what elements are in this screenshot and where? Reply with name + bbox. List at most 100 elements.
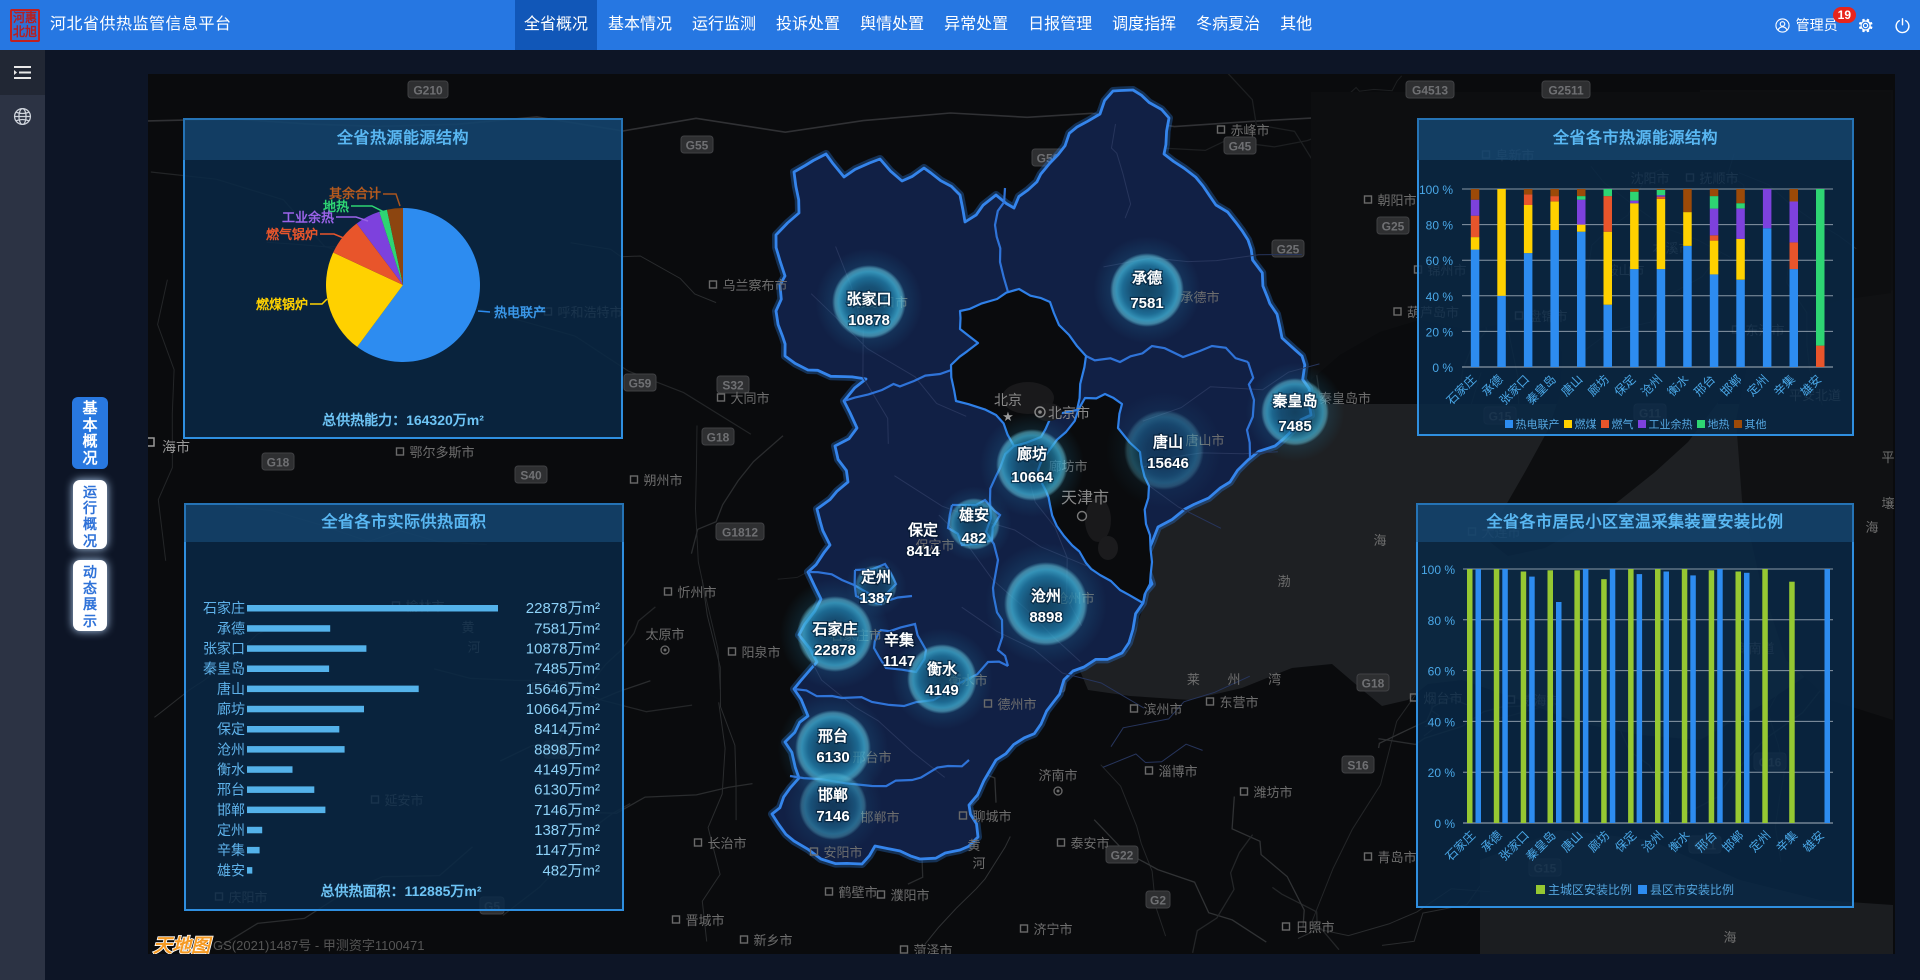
svg-text:G45: G45	[1229, 140, 1252, 154]
svg-text:菏泽市: 菏泽市	[913, 943, 952, 954]
svg-text:定州: 定州	[861, 568, 891, 586]
svg-text:0 %: 0 %	[1434, 817, 1455, 831]
svg-text:辛集: 辛集	[1770, 372, 1798, 400]
svg-text:聊城市: 聊城市	[972, 809, 1011, 824]
svg-text:沧州: 沧州	[1639, 828, 1667, 856]
svg-text:10664: 10664	[1011, 469, 1053, 486]
svg-text:保定: 保定	[1611, 372, 1639, 400]
svg-text:G18: G18	[267, 456, 290, 470]
svg-text:乌兰察布市: 乌兰察布市	[722, 278, 787, 293]
svg-text:日照市: 日照市	[1295, 920, 1334, 935]
svg-text:石家庄: 石家庄	[1442, 828, 1478, 864]
svg-text:海市: 海市	[162, 439, 190, 455]
svg-text:1147万m²: 1147万m²	[535, 842, 600, 859]
svg-text:G25: G25	[1277, 243, 1300, 257]
svg-text:482万m²: 482万m²	[542, 862, 600, 879]
svg-text:唐山: 唐山	[1558, 828, 1586, 856]
svg-text:大同市: 大同市	[730, 391, 769, 406]
svg-text:邢台: 邢台	[1692, 828, 1720, 856]
svg-text:张家口: 张家口	[203, 641, 245, 657]
svg-text:★: ★	[1002, 409, 1014, 424]
svg-text:海: 海	[1723, 930, 1736, 945]
svg-text:15646万m²: 15646万m²	[526, 681, 600, 698]
svg-text:15646: 15646	[1147, 455, 1189, 472]
svg-text:总供热面积：112885万m²: 总供热面积：112885万m²	[320, 883, 481, 899]
svg-text:1387: 1387	[859, 590, 892, 607]
svg-text:G4513: G4513	[1412, 84, 1448, 98]
svg-text:20 %: 20 %	[1428, 766, 1456, 780]
svg-text:0 %: 0 %	[1432, 361, 1453, 375]
svg-text:青岛市: 青岛市	[1377, 850, 1416, 865]
svg-text:秦皇岛: 秦皇岛	[1523, 828, 1559, 864]
svg-text:邯郸: 邯郸	[818, 786, 848, 804]
svg-text:8898: 8898	[1029, 609, 1062, 626]
svg-text:10664万m²: 10664万m²	[526, 701, 600, 718]
svg-text:雄安: 雄安	[217, 862, 245, 878]
svg-text:60 %: 60 %	[1428, 665, 1456, 679]
svg-text:晋城市: 晋城市	[685, 913, 724, 928]
svg-text:地热: 地热	[323, 199, 349, 214]
svg-text:8414万m²: 8414万m²	[534, 721, 600, 738]
svg-text:邢台: 邢台	[217, 782, 245, 798]
svg-text:德州市: 德州市	[997, 697, 1036, 712]
svg-text:G18: G18	[1362, 677, 1385, 691]
svg-text:鹤壁市: 鹤壁市	[838, 885, 877, 900]
svg-text:渤: 渤	[1277, 574, 1290, 589]
svg-text:长治市: 长治市	[707, 836, 746, 851]
svg-text:赤峰市: 赤峰市	[1230, 123, 1269, 138]
svg-text:承德: 承德	[1132, 269, 1162, 287]
svg-text:GS(2021)1487号 - 甲测资字1100471: GS(2021)1487号 - 甲测资字1100471	[213, 938, 424, 953]
svg-text:8898万m²: 8898万m²	[534, 741, 600, 758]
svg-text:石家庄: 石家庄	[1443, 372, 1479, 408]
svg-text:石家庄: 石家庄	[203, 600, 245, 616]
svg-text:邢台: 邢台	[1691, 372, 1719, 400]
svg-text:保定: 保定	[217, 721, 245, 737]
svg-text:7485万m²: 7485万m²	[534, 661, 600, 678]
svg-text:忻州市: 忻州市	[677, 585, 716, 600]
svg-text:22878: 22878	[814, 642, 856, 659]
svg-text:济宁市: 济宁市	[1033, 922, 1072, 937]
svg-text:雄安: 雄安	[1797, 372, 1825, 400]
svg-text:7146万m²: 7146万m²	[534, 802, 600, 819]
svg-text:朝阳市: 朝阳市	[1377, 193, 1416, 208]
svg-text:1387万m²: 1387万m²	[534, 822, 600, 839]
svg-text:海: 海	[1865, 520, 1878, 535]
svg-text:雄安: 雄安	[1800, 828, 1828, 856]
svg-text:100 %: 100 %	[1419, 183, 1453, 197]
svg-text:G25: G25	[1382, 220, 1405, 234]
svg-text:廊坊: 廊坊	[1584, 372, 1612, 400]
svg-text:海: 海	[1373, 533, 1386, 548]
svg-text:沧州: 沧州	[217, 741, 245, 757]
svg-text:燃气锅炉: 燃气锅炉	[266, 227, 318, 242]
svg-text:邯郸: 邯郸	[1719, 828, 1747, 856]
svg-text:4149万m²: 4149万m²	[534, 762, 600, 779]
svg-text:秦皇岛: 秦皇岛	[203, 661, 245, 677]
svg-text:辛集: 辛集	[884, 631, 915, 649]
svg-text:1147: 1147	[883, 653, 916, 670]
svg-text:平: 平	[1881, 450, 1894, 465]
svg-text:阳泉市: 阳泉市	[741, 645, 780, 660]
svg-text:潍坊市: 潍坊市	[1253, 785, 1292, 800]
svg-text:滨州市: 滨州市	[1143, 702, 1182, 717]
svg-text:衡水: 衡水	[1665, 372, 1692, 399]
svg-text:定州: 定州	[1746, 828, 1774, 856]
svg-text:廊坊: 廊坊	[217, 701, 245, 717]
svg-text:定州: 定州	[217, 822, 245, 838]
svg-text:衡水: 衡水	[217, 762, 245, 778]
svg-text:廊坊: 廊坊	[1585, 828, 1613, 856]
svg-text:河: 河	[972, 856, 985, 871]
svg-text:G1812: G1812	[722, 526, 758, 540]
svg-text:壤: 壤	[1881, 496, 1894, 511]
svg-text:秦皇岛: 秦皇岛	[1523, 372, 1559, 408]
svg-text:G210: G210	[413, 84, 443, 98]
svg-text:邯郸: 邯郸	[217, 802, 245, 818]
svg-text:10878万m²: 10878万m²	[526, 641, 600, 658]
svg-text:辛集: 辛集	[1773, 828, 1801, 856]
svg-text:S40: S40	[520, 469, 542, 483]
svg-text:唐山: 唐山	[217, 681, 245, 697]
svg-text:G59: G59	[629, 377, 652, 391]
svg-text:20 %: 20 %	[1426, 325, 1454, 339]
svg-text:工业余热: 工业余热	[282, 210, 334, 225]
svg-text:60 %: 60 %	[1426, 254, 1454, 268]
svg-text:8414: 8414	[906, 543, 940, 560]
